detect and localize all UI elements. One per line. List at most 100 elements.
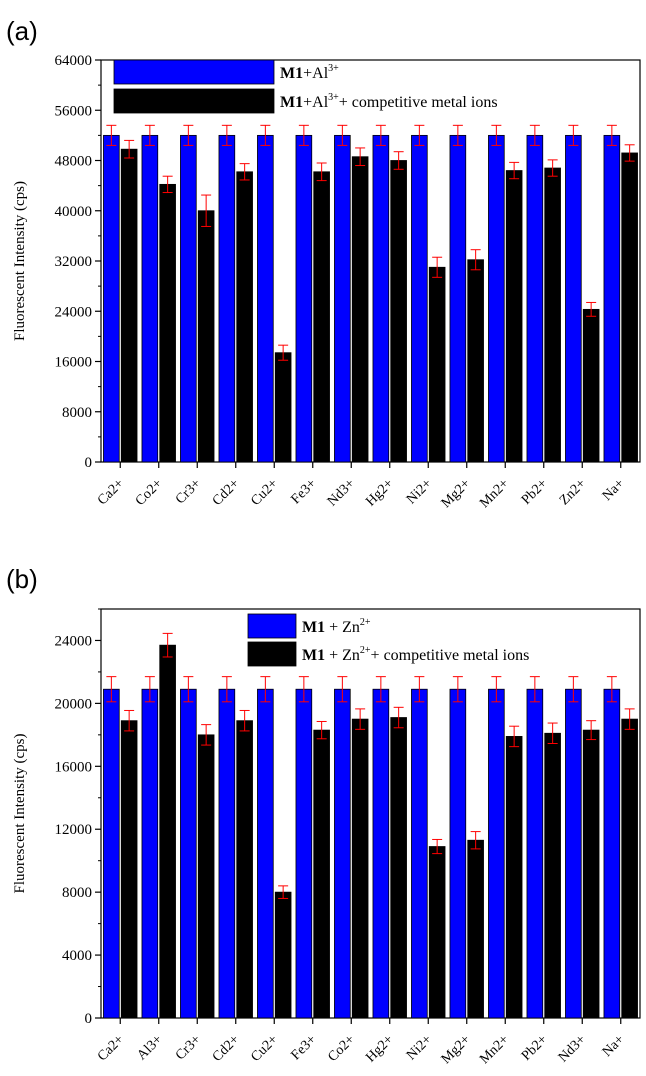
y-tick-label: 4000 [62,948,92,964]
bar-black [120,720,138,1019]
bar-blue [218,688,236,1019]
x-tick-label: Cd2+ [210,1032,243,1065]
y-tick-label: 48000 [55,154,93,170]
bar-black [582,308,600,463]
y-tick-label: 0 [85,455,93,471]
bar-blue [488,134,505,463]
x-tick-label: Zn2+ [557,476,589,508]
bar-black [236,720,253,1019]
bar-blue [449,134,467,463]
x-tick-label: Al3+ [135,1032,166,1063]
x-tick-label: Na+ [600,1032,628,1060]
bar-blue [180,688,197,1019]
bar-black [544,732,561,1019]
bar-blue [295,688,313,1019]
bar-black [197,210,215,463]
legend-swatch-blue [247,613,297,639]
x-tick-label: Fe3+ [289,1032,320,1063]
bar-blue [295,134,313,463]
panel-label: (a) [6,16,38,46]
bar-black [274,352,292,463]
legend-label: M1 + Zn2+ [302,617,371,636]
bar-blue [603,134,621,463]
bar-blue [603,688,621,1019]
x-tick-label: Hg2+ [363,476,396,509]
legend: M1 + Zn2+ M1 + Zn2++ competitive metal io… [247,613,529,667]
bar-blue [372,688,390,1019]
bar-black [467,839,484,1019]
y-tick-label: 56000 [55,103,93,119]
bar-black [313,729,330,1019]
x-tick-label: Pb2+ [519,1032,551,1064]
y-tick-label: 0 [85,1011,93,1027]
x-tick-label: Co2+ [325,1032,358,1065]
legend-label: M1+Al3+ [280,63,339,82]
x-tick-label: Mn2+ [477,1032,512,1067]
bar-black [159,644,176,1019]
y-tick-label: 24000 [55,633,93,649]
y-tick-label: 12000 [55,822,93,838]
x-tick-label: Cu2+ [248,1032,281,1065]
x-tick-label: Ca2+ [95,1032,127,1064]
legend-label: M1+Al3++ competitive metal ions [280,92,498,111]
y-tick-label: 8000 [62,885,92,901]
x-tick-label: Ni2+ [404,476,435,507]
bar-black [505,170,523,463]
y-tick-label: 8000 [62,405,92,421]
x-tick-label: Cd2+ [210,476,243,509]
bar-black [274,891,292,1019]
legend: M1+Al3+ M1+Al3++ competitive metal ions [113,59,498,114]
bar-blue [449,688,467,1019]
y-tick-label: 40000 [55,204,93,220]
chart-panel-b: (b) 0 4000 8000 12000 16000 20000 24000 Fluoresc… [6,564,641,1067]
chart-panel-a: (a) 0 8000 16000 24000 32000 40000 48000 56000 64… [6,16,641,511]
bar-blue [218,134,236,463]
y-axis-label: Fluorescent Intensity (cps) [12,734,28,894]
plot-frame [100,608,641,1019]
y-tick-label: 64000 [55,53,93,69]
y-tick-label: 20000 [55,696,93,712]
bar-black [313,171,330,463]
bar-black [197,734,215,1019]
bar-black [351,156,369,463]
bar-blue [565,688,582,1019]
x-tick-label: Ca2+ [95,476,127,508]
bar-black [544,167,561,463]
x-tick-label: Nd3+ [325,476,358,509]
x-tick-label: Fe3+ [289,476,320,507]
bar-black [236,171,253,463]
bar-blue [334,134,351,463]
y-tick-label: 24000 [55,304,93,320]
x-tick-label: Na+ [600,476,628,504]
bar-blue [565,134,582,463]
bar-black [505,736,523,1019]
bar-blue [103,688,120,1019]
y-tick-label: 16000 [55,355,93,371]
bar-blue [526,688,544,1019]
x-tick-label: Hg2+ [363,1032,396,1065]
y-tick-label: 16000 [55,759,93,775]
x-tick-label: Mg2+ [439,476,474,511]
x-tick-label: Mg2+ [439,1032,474,1067]
bar-black [582,729,600,1019]
bar-black [120,148,138,463]
bar-black [428,266,446,463]
bar-blue [141,688,159,1019]
y-axis-label: Fluorescent Intensity (cps) [12,181,28,341]
bar-blue [141,134,159,463]
bar-black [390,717,407,1019]
bar-blue [334,688,351,1019]
bar-blue [372,134,390,463]
legend-label: M1 + Zn2++ competitive metal ions [302,645,529,664]
bar-black [467,259,484,463]
x-tick-label: Cr3+ [173,476,204,507]
y-tick-label: 32000 [55,254,93,270]
legend-swatch-blue [113,59,275,85]
x-tick-label: Cr3+ [173,1032,204,1063]
panel-label: (b) [6,564,38,594]
bar-blue [257,134,274,463]
bar-blue [411,688,428,1019]
bar-blue [180,134,197,463]
bar-black [159,183,176,463]
